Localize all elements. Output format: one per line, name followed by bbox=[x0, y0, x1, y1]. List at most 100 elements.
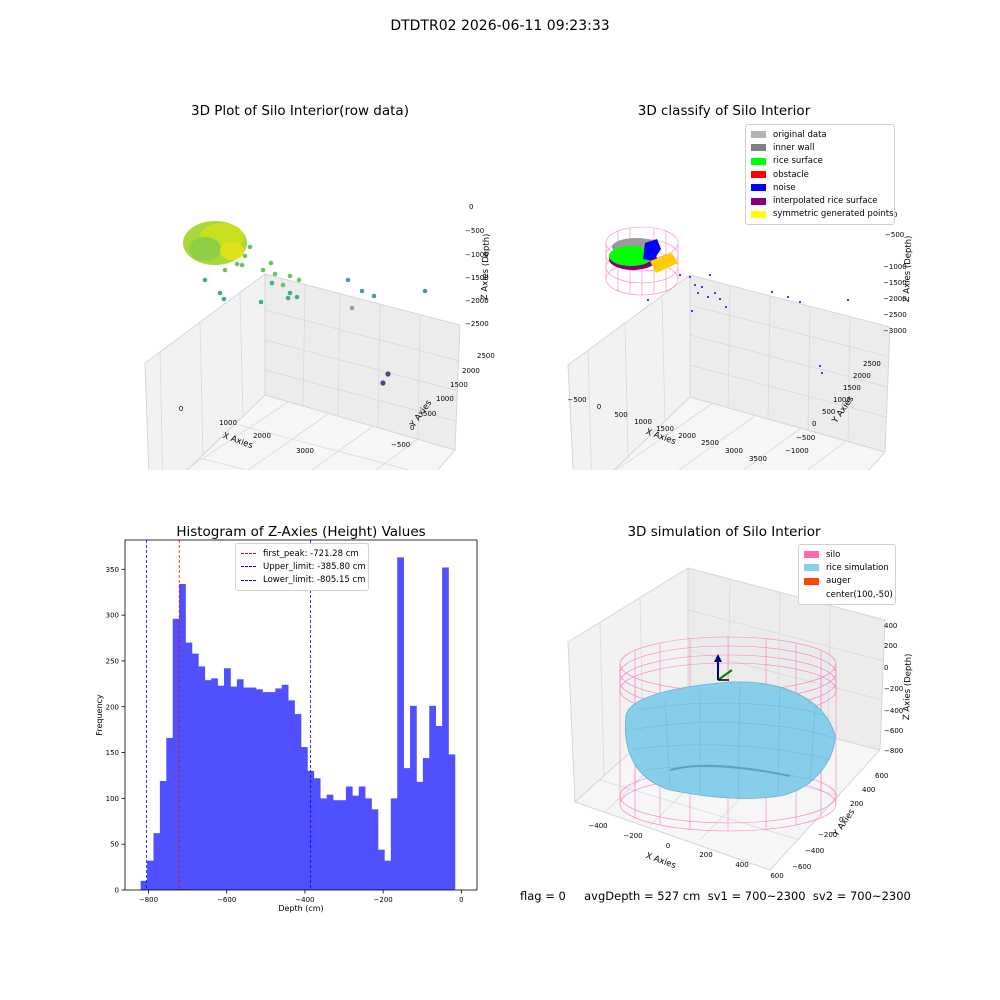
reference-lines bbox=[146, 540, 311, 890]
legend-line-swatch bbox=[241, 553, 256, 555]
z-tick: −500 bbox=[465, 227, 484, 235]
z-axis-label: Z Axies (Depth) bbox=[902, 235, 914, 302]
histogram-bar bbox=[339, 800, 347, 890]
legend-label: original data bbox=[773, 129, 827, 140]
legend-entry: interpolated rice surface bbox=[751, 194, 889, 207]
x-tick-label: −600 bbox=[217, 896, 236, 904]
legend-entry: rice surface bbox=[751, 155, 889, 168]
legend-label: silo bbox=[826, 549, 841, 560]
legend-swatch bbox=[751, 184, 766, 192]
histogram-bar bbox=[153, 833, 161, 890]
z-axis-label: Z Axies (Depth) bbox=[902, 653, 914, 720]
legend-entry: first_peak: -721.28 cm bbox=[241, 547, 363, 560]
histogram-bar bbox=[281, 684, 289, 890]
z-tick: 0 bbox=[884, 664, 888, 672]
z-tick: −2500 bbox=[883, 311, 907, 319]
x-tick: −500 bbox=[567, 396, 586, 404]
point-cluster-side bbox=[189, 237, 221, 261]
histogram-bar bbox=[230, 686, 238, 890]
histogram-bar bbox=[301, 747, 308, 890]
point-deep-2 bbox=[380, 380, 386, 386]
z-tick: 400 bbox=[884, 622, 897, 630]
point-cluster-edge bbox=[220, 242, 244, 260]
z-tick: −200 bbox=[884, 685, 903, 693]
y-tick: 0 bbox=[410, 424, 414, 432]
legend-entry: inner wall bbox=[751, 141, 889, 154]
grid-lines bbox=[587, 284, 891, 470]
x-tick: −400 bbox=[588, 822, 607, 830]
y-tick: 2000 bbox=[462, 367, 480, 375]
histogram-bar bbox=[365, 798, 372, 890]
legend-line-swatch bbox=[241, 579, 256, 581]
panel4-title: 3D simulation of Silo Interior bbox=[627, 524, 821, 540]
z-tick: −500 bbox=[885, 231, 904, 239]
legend-entry: symmetric generated points bbox=[751, 208, 894, 221]
y-tick: 2000 bbox=[853, 372, 871, 380]
x-tick: 3000 bbox=[296, 447, 314, 455]
noise-points bbox=[647, 274, 849, 374]
legend-label: Lower_limit: -805.15 cm bbox=[263, 575, 366, 586]
histogram-bar bbox=[236, 679, 244, 890]
y-tick-label: 350 bbox=[106, 566, 119, 574]
z-tick: −1000 bbox=[465, 251, 489, 259]
x-tick: 600 bbox=[770, 872, 783, 880]
y-tick: 2500 bbox=[863, 360, 881, 368]
y-tick: 0 bbox=[839, 816, 843, 824]
histogram-bar bbox=[249, 687, 257, 890]
panel3-title: Histogram of Z-Axies (Height) Values bbox=[176, 524, 426, 540]
x-tick: 1000 bbox=[219, 419, 237, 427]
z-axis-label: Z Axies (Depth) bbox=[480, 233, 492, 300]
legend-entry: Lower_limit: -805.15 cm bbox=[241, 574, 366, 587]
z-tick: 200 bbox=[884, 642, 897, 650]
legend-swatch bbox=[804, 564, 819, 572]
histogram-bar bbox=[191, 653, 199, 890]
legend-line-swatch bbox=[241, 566, 256, 568]
histogram-bar bbox=[390, 798, 398, 890]
histogram-bar bbox=[384, 860, 392, 890]
x-tick: 2000 bbox=[253, 432, 271, 440]
histogram-bar bbox=[377, 849, 385, 890]
raw-points bbox=[183, 221, 428, 386]
legend-entry: Upper_limit: -385.80 cm bbox=[241, 560, 366, 573]
y-tick: 500 bbox=[822, 408, 835, 416]
y-tick: 1500 bbox=[450, 381, 468, 389]
y-tick: 600 bbox=[875, 772, 888, 780]
plot-frame bbox=[124, 539, 478, 891]
histogram-bar bbox=[371, 809, 379, 890]
panel2-3d-plot: −500 0 500 1000 1500 2000 2500 3000 3500… bbox=[567, 211, 914, 470]
histogram-bar bbox=[320, 798, 327, 890]
z-tick: −1500 bbox=[883, 279, 907, 287]
z-tick: 0 bbox=[469, 203, 473, 211]
z-tick: −2500 bbox=[465, 320, 489, 328]
surface-mesh bbox=[631, 682, 835, 801]
histogram-bar bbox=[268, 692, 276, 890]
y-tick-label: 200 bbox=[106, 703, 119, 711]
histogram-bar bbox=[172, 618, 180, 890]
x-tick-label: −800 bbox=[139, 896, 158, 904]
legend-swatch bbox=[751, 131, 766, 139]
legend-label: rice surface bbox=[773, 156, 823, 167]
histogram-bar bbox=[166, 737, 174, 890]
rice-simulation-surface bbox=[625, 681, 836, 799]
z-tick: 0 bbox=[893, 211, 897, 219]
histogram-bar bbox=[288, 700, 295, 890]
panel2-title: 3D classify of Silo Interior bbox=[637, 103, 811, 119]
noise-cluster bbox=[643, 239, 661, 261]
y-tick-label: 300 bbox=[106, 612, 119, 620]
panel4-legend: silo rice simulation auger center(100,-50) bbox=[798, 544, 896, 606]
y-tick-label: 250 bbox=[106, 657, 119, 665]
legend-label: noise bbox=[773, 182, 796, 193]
legend-label: inner wall bbox=[773, 142, 815, 153]
y-tick: 200 bbox=[850, 800, 863, 808]
histogram-bar bbox=[422, 758, 430, 890]
x-tick: 500 bbox=[614, 411, 627, 419]
legend-swatch bbox=[804, 551, 819, 559]
legend-label: center(100,-50) bbox=[826, 589, 893, 600]
histogram-bar bbox=[179, 583, 186, 890]
histogram-bar bbox=[159, 780, 167, 890]
histogram-bar bbox=[224, 668, 231, 890]
panel1-title: 3D Plot of Silo Interior(row data) bbox=[191, 103, 409, 119]
x-tick: 400 bbox=[735, 861, 748, 869]
histogram-legend: first_peak: -721.28 cm Upper_limit: -385.… bbox=[235, 543, 369, 591]
x-tick: 3000 bbox=[725, 447, 743, 455]
